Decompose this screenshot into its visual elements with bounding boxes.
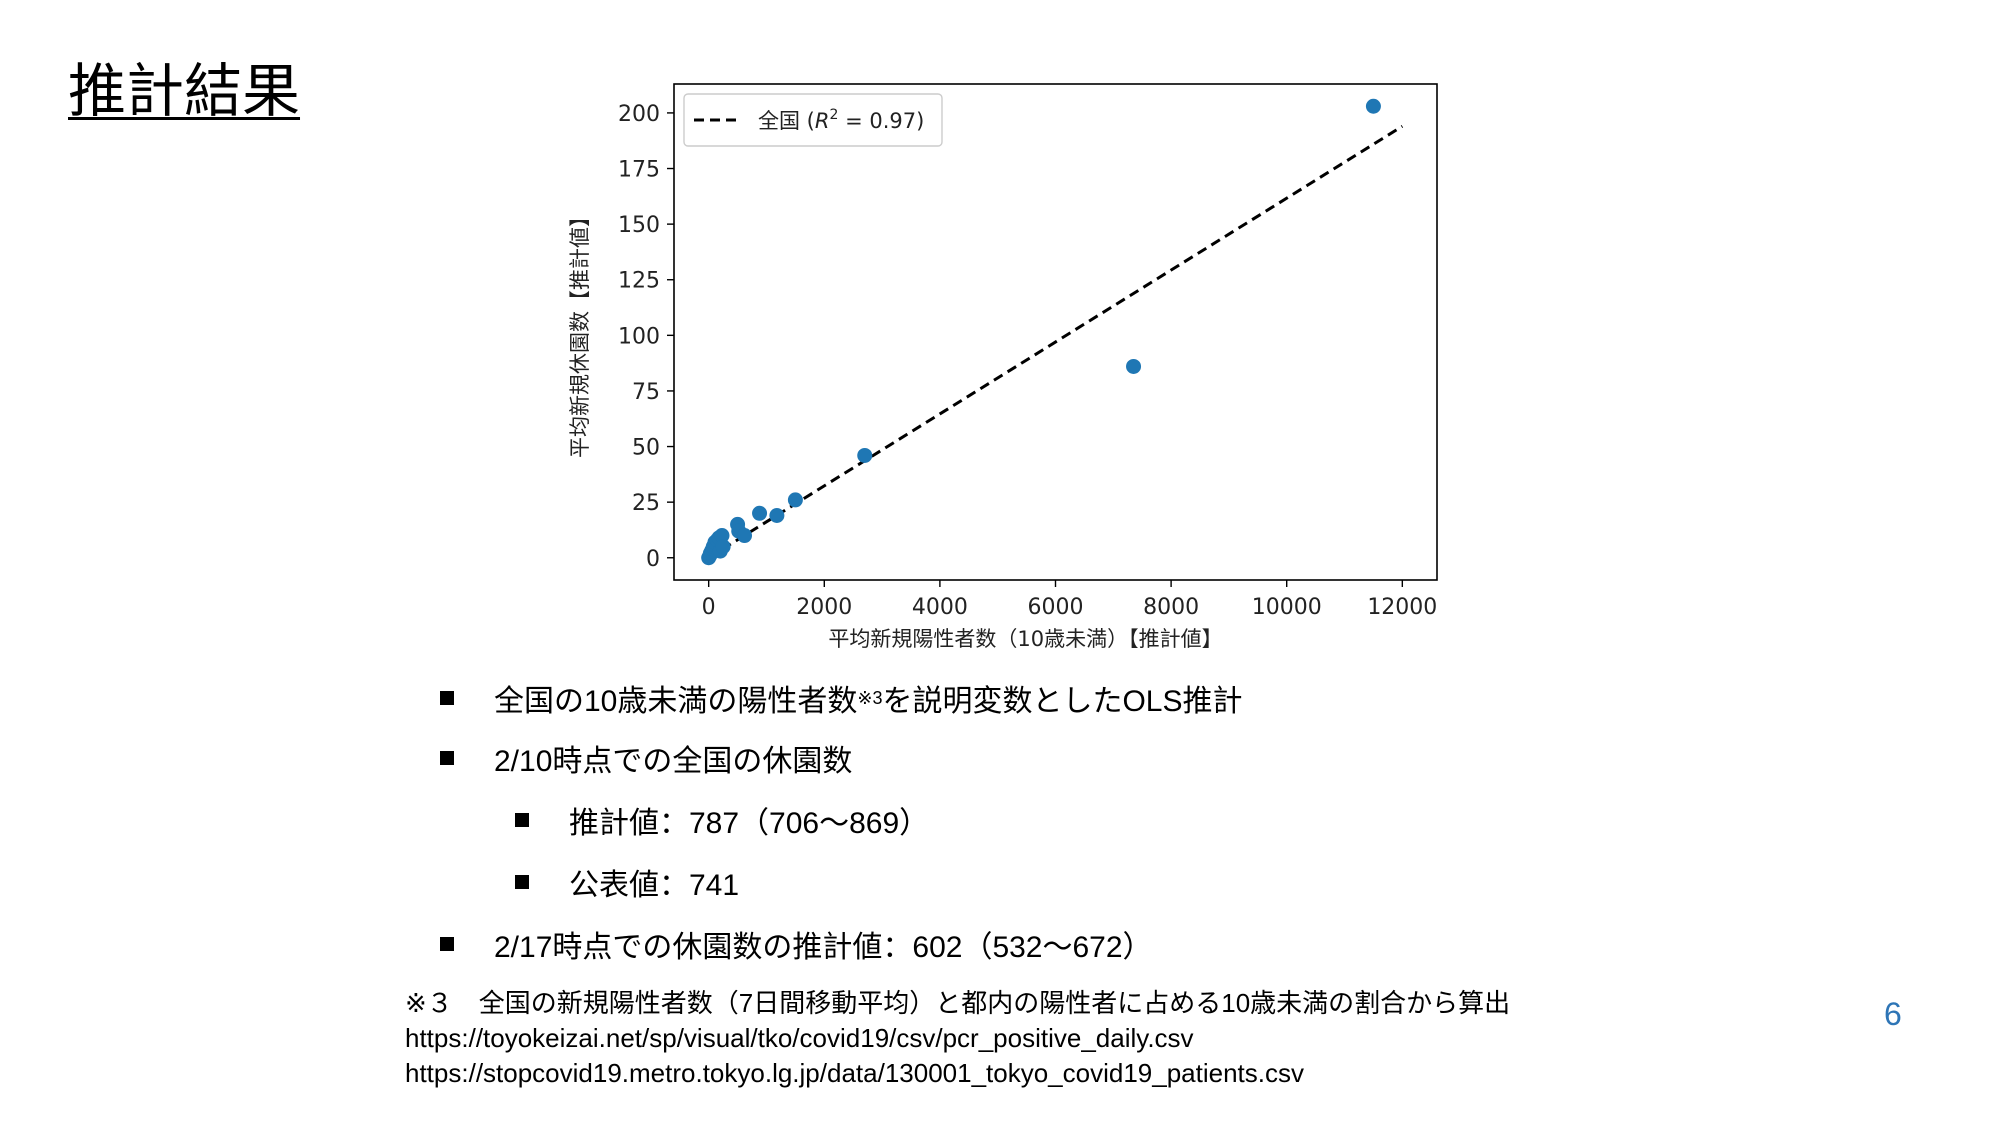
bullet-superscript: ※3 xyxy=(857,687,883,708)
scatter-chart: 0 2000 4000 6000 8000 10000 12000 0 25 50 75 100 125… xyxy=(568,83,1438,651)
x-tick-label: 8000 xyxy=(1143,595,1199,620)
footnote-link[interactable]: https://stopcovid19.metro.tokyo.lg.jp/da… xyxy=(405,1058,1305,1088)
data-point xyxy=(769,507,785,523)
y-axis-label: 平均新規休園数【推計値】 xyxy=(568,206,592,458)
y-tick-label: 200 xyxy=(618,102,660,127)
y-tick-label: 50 xyxy=(632,436,660,461)
data-point xyxy=(714,528,730,544)
legend-r-exponent: 2 xyxy=(829,107,838,123)
bullet-text: 2/10時点での全国の休園数 xyxy=(494,745,853,778)
data-point xyxy=(737,528,753,544)
bullet-square-icon xyxy=(440,751,454,765)
x-tick-label: 6000 xyxy=(1028,595,1084,620)
bullet-text-after: を説明変数としたOLS推計 xyxy=(882,685,1243,718)
sub-bullet-item: 公表値：741 xyxy=(515,860,739,904)
bullet-text: 推計値：787（706〜869） xyxy=(569,807,930,840)
legend-box xyxy=(683,93,943,147)
data-point xyxy=(715,539,731,555)
bullet-item: 2/17時点での休園数の推計値：602（532〜672） xyxy=(440,922,1153,966)
data-point xyxy=(752,505,768,521)
bullet-square-icon xyxy=(515,875,529,889)
legend-series-name: 全国 ( xyxy=(758,109,815,133)
data-point xyxy=(787,492,803,508)
bullet-item: 2/10時点での全国の休園数 xyxy=(440,736,852,780)
bullet-square-icon xyxy=(440,937,454,951)
x-tick-label: 2000 xyxy=(796,595,852,620)
y-tick-label: 0 xyxy=(646,547,660,572)
page-title: 推計結果 xyxy=(68,57,301,125)
footnote: ※３ 全国の新規陽性者数（7日間移動平均）と都内の陽性者に占める10歳未満の割合… xyxy=(405,986,1510,1091)
data-point xyxy=(857,447,873,463)
x-tick-label: 4000 xyxy=(912,595,968,620)
y-tick-label: 75 xyxy=(632,380,660,405)
bullet-text: 公表値：741 xyxy=(569,869,740,902)
fit-line xyxy=(707,124,1404,560)
x-axis-label: 平均新規陽性者数（10歳未満）【推計値】 xyxy=(828,627,1222,651)
y-tick-label: 100 xyxy=(618,324,660,349)
plot-frame xyxy=(673,83,1438,581)
legend-label: 全国 (R2 = 0.97) xyxy=(758,107,924,133)
x-tick-label: 10000 xyxy=(1252,595,1322,620)
x-tick-label: 12000 xyxy=(1367,595,1437,620)
bullet-square-icon xyxy=(515,813,529,827)
bullet-square-icon xyxy=(440,691,454,705)
legend-r-symbol: R xyxy=(815,109,830,133)
footnote-line: ※３ 全国の新規陽性者数（7日間移動平均）と都内の陽性者に占める10歳未満の割合… xyxy=(405,988,1511,1018)
footnote-link[interactable]: https://toyokeizai.net/sp/visual/tko/cov… xyxy=(405,1023,1194,1053)
legend-r2-value: = 0.97) xyxy=(838,109,924,133)
data-point xyxy=(1126,358,1142,374)
x-tick-label: 0 xyxy=(702,595,716,620)
page-number: 6 xyxy=(1884,996,1902,1032)
y-tick-label: 125 xyxy=(618,269,660,294)
y-tick-label: 175 xyxy=(618,158,660,183)
y-tick-label: 150 xyxy=(618,213,660,238)
bullet-text: 2/17時点での休園数の推計値：602（532〜672） xyxy=(494,931,1153,964)
sub-bullet-item: 推計値：787（706〜869） xyxy=(515,798,929,842)
data-point xyxy=(1365,98,1381,114)
bullet-item: 全国の10歳未満の陽性者数 ※3 を説明変数としたOLS推計 xyxy=(440,676,1243,720)
y-tick-label: 25 xyxy=(632,491,660,516)
bullet-text: 全国の10歳未満の陽性者数 xyxy=(494,685,858,718)
